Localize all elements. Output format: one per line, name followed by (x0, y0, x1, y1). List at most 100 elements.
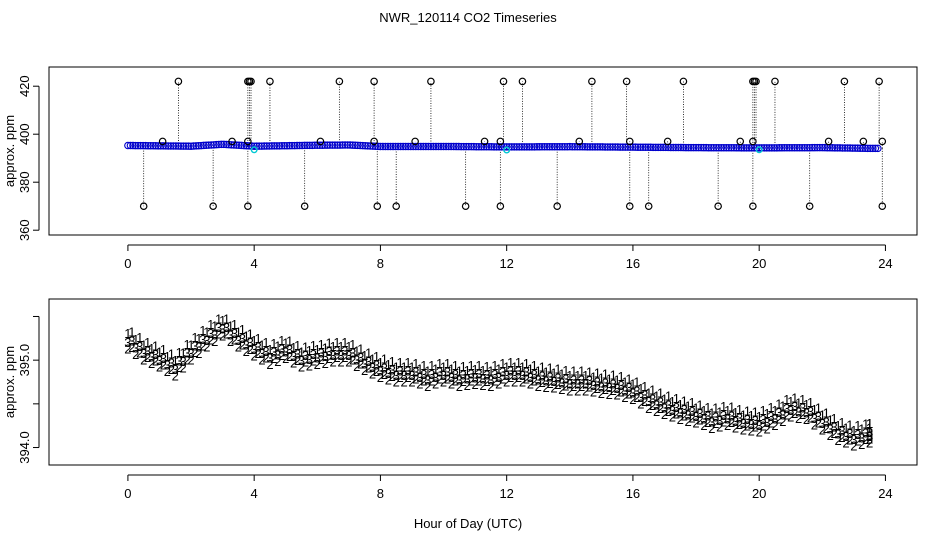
series-2-mark: 2 (333, 350, 340, 365)
series-3-mark: 3 (546, 369, 553, 384)
series-3-mark: 3 (507, 364, 514, 379)
series-1-mark: 1 (128, 325, 135, 340)
series-3-mark: 3 (854, 427, 861, 442)
series-1-mark: 1 (219, 313, 226, 328)
series-2-mark: 2 (389, 369, 396, 384)
series-1-mark: 1 (831, 411, 838, 426)
series-2-mark: 2 (337, 354, 344, 369)
series-1-mark: 1 (251, 333, 258, 348)
series-3-mark: 3 (322, 349, 329, 364)
series-2-mark: 2 (590, 385, 597, 400)
series-2-mark: 2 (744, 419, 751, 434)
series-2-mark: 2 (748, 423, 755, 438)
series-1-mark: 1 (491, 358, 498, 373)
series-1-mark: 1 (444, 356, 451, 371)
series-1-mark: 1 (408, 359, 415, 374)
baseline-point (510, 143, 518, 151)
series-1-mark: 1 (270, 336, 277, 351)
top-x-tick-label: 16 (626, 256, 640, 271)
baseline-point (268, 142, 276, 150)
series-3-mark: 3 (708, 414, 715, 429)
high-spike-point (840, 77, 849, 86)
high-spike-point (752, 77, 760, 86)
baseline-point (396, 142, 405, 151)
series-1-mark: 1 (823, 406, 830, 421)
series-3-mark: 3 (475, 367, 482, 382)
series-3-mark: 3 (385, 366, 392, 381)
series-2-mark: 2 (266, 357, 273, 372)
high-spike-point (335, 77, 344, 86)
series-3-mark: 3 (602, 375, 609, 390)
series-3-mark: 3 (866, 429, 873, 444)
baseline-point (437, 142, 445, 151)
series-1-mark: 1 (452, 358, 459, 373)
series-1-mark: 1 (290, 340, 297, 355)
baseline-point (755, 144, 763, 152)
series-1-mark: 1 (720, 399, 727, 414)
series-2-mark: 2 (846, 433, 853, 448)
series-2-mark: 2 (507, 370, 514, 385)
baseline-point (697, 143, 705, 152)
series-1-mark: 1 (815, 400, 822, 415)
baseline-point (290, 141, 299, 150)
series-3-mark: 3 (866, 429, 873, 444)
top-x-tick-label: 20 (752, 256, 766, 271)
bottom-y-tick-label: 394.0 (17, 431, 32, 464)
series-1-mark: 1 (164, 349, 171, 364)
series-1-mark: 1 (195, 331, 202, 346)
mid-spike-point (316, 137, 325, 146)
baseline-point (341, 141, 349, 149)
series-2-mark: 2 (669, 410, 676, 425)
series-2-mark: 2 (152, 354, 159, 369)
series-1-mark: 1 (539, 360, 546, 375)
series-1-mark: 1 (199, 323, 206, 338)
high-spike-point (679, 77, 688, 86)
series-3-mark: 3 (152, 347, 159, 362)
bottom-x-tick-label: 20 (752, 486, 766, 501)
series-3-mark: 3 (606, 380, 613, 395)
series-1-mark: 1 (448, 361, 455, 376)
series-3-mark: 3 (858, 430, 865, 445)
series-2-mark: 2 (791, 406, 798, 421)
baseline-point (619, 143, 627, 151)
baseline-point (141, 141, 150, 150)
baseline-point (338, 141, 347, 149)
series-2-mark: 2 (290, 355, 297, 370)
series-1-mark: 1 (211, 319, 218, 334)
series-1-mark: 1 (590, 369, 597, 384)
baseline-point (586, 143, 594, 151)
baseline-point (386, 142, 395, 151)
baseline-point (646, 143, 655, 152)
baseline-point (672, 143, 680, 152)
series-3-mark: 3 (373, 358, 380, 373)
baseline-point (689, 143, 698, 152)
baseline-point (591, 143, 599, 151)
baseline-point (230, 141, 238, 149)
baseline-point (742, 144, 751, 152)
series-1-mark: 1 (515, 355, 522, 370)
series-3-mark: 3 (148, 350, 155, 365)
baseline-point (518, 143, 526, 151)
baseline-point (202, 141, 210, 150)
baseline-point (323, 141, 332, 149)
baseline-point (187, 142, 195, 150)
mid-spike-point (749, 137, 757, 146)
series-2-mark: 2 (688, 410, 695, 425)
series-2-mark: 2 (771, 418, 778, 433)
bottom-series: 1111111111111111111111111111111111111111… (124, 311, 873, 453)
series-1-mark: 1 (306, 343, 313, 358)
series-1-mark: 1 (617, 369, 624, 384)
baseline-point (381, 142, 390, 151)
series-1-mark: 1 (629, 377, 636, 392)
series-3-mark: 3 (748, 417, 755, 432)
baseline-point (540, 143, 549, 151)
series-3-mark: 3 (696, 406, 703, 421)
baseline-point (154, 142, 162, 150)
series-2-mark: 2 (361, 363, 368, 378)
baseline-point (692, 143, 700, 152)
series-2-mark: 2 (373, 364, 380, 379)
baseline-point (220, 140, 228, 149)
series-3-mark: 3 (720, 408, 727, 423)
series-2-mark: 2 (582, 383, 589, 398)
series-2-mark: 2 (160, 358, 167, 373)
